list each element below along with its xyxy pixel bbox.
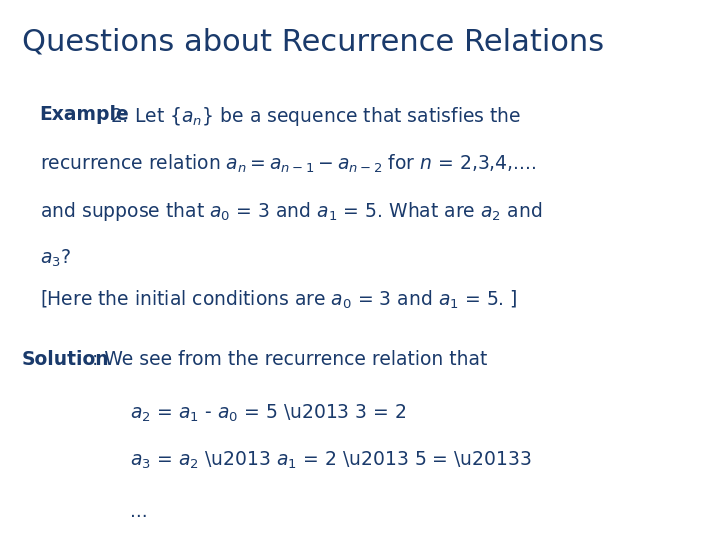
Text: Example: Example — [40, 105, 130, 124]
Text: recurrence relation $a_n = a_{n-1} - a_{n-2}$ for $n$ = 2,3,4,....: recurrence relation $a_n = a_{n-1} - a_{… — [40, 153, 536, 175]
Text: ...: ... — [130, 502, 147, 521]
Text: Solution: Solution — [22, 350, 109, 369]
Text: [Here the initial conditions are $a_0$ = 3 and $a_1$ = 5. ]: [Here the initial conditions are $a_0$ =… — [40, 288, 517, 310]
Text: Questions about Recurrence Relations: Questions about Recurrence Relations — [22, 27, 604, 56]
Text: and suppose that $a_0$ = 3 and $a_1$ = 5. What are $a_2$ and: and suppose that $a_0$ = 3 and $a_1$ = 5… — [40, 200, 542, 224]
Text: 2: Let {$a_n$} be a sequence that satisfies the: 2: Let {$a_n$} be a sequence that satisf… — [110, 105, 521, 129]
Text: $a_2$ = $a_1$ - $a_0$ = 5 \u2013 3 = 2: $a_2$ = $a_1$ - $a_0$ = 5 \u2013 3 = 2 — [130, 402, 406, 423]
Text: $a_3$?: $a_3$? — [40, 248, 71, 269]
Text: $a_3$ = $a_2$ \u2013 $a_1$ = 2 \u2013 5 = \u20133: $a_3$ = $a_2$ \u2013 $a_1$ = 2 \u2013 5 … — [130, 450, 531, 471]
Text: : We see from the recurrence relation that: : We see from the recurrence relation th… — [92, 350, 487, 369]
